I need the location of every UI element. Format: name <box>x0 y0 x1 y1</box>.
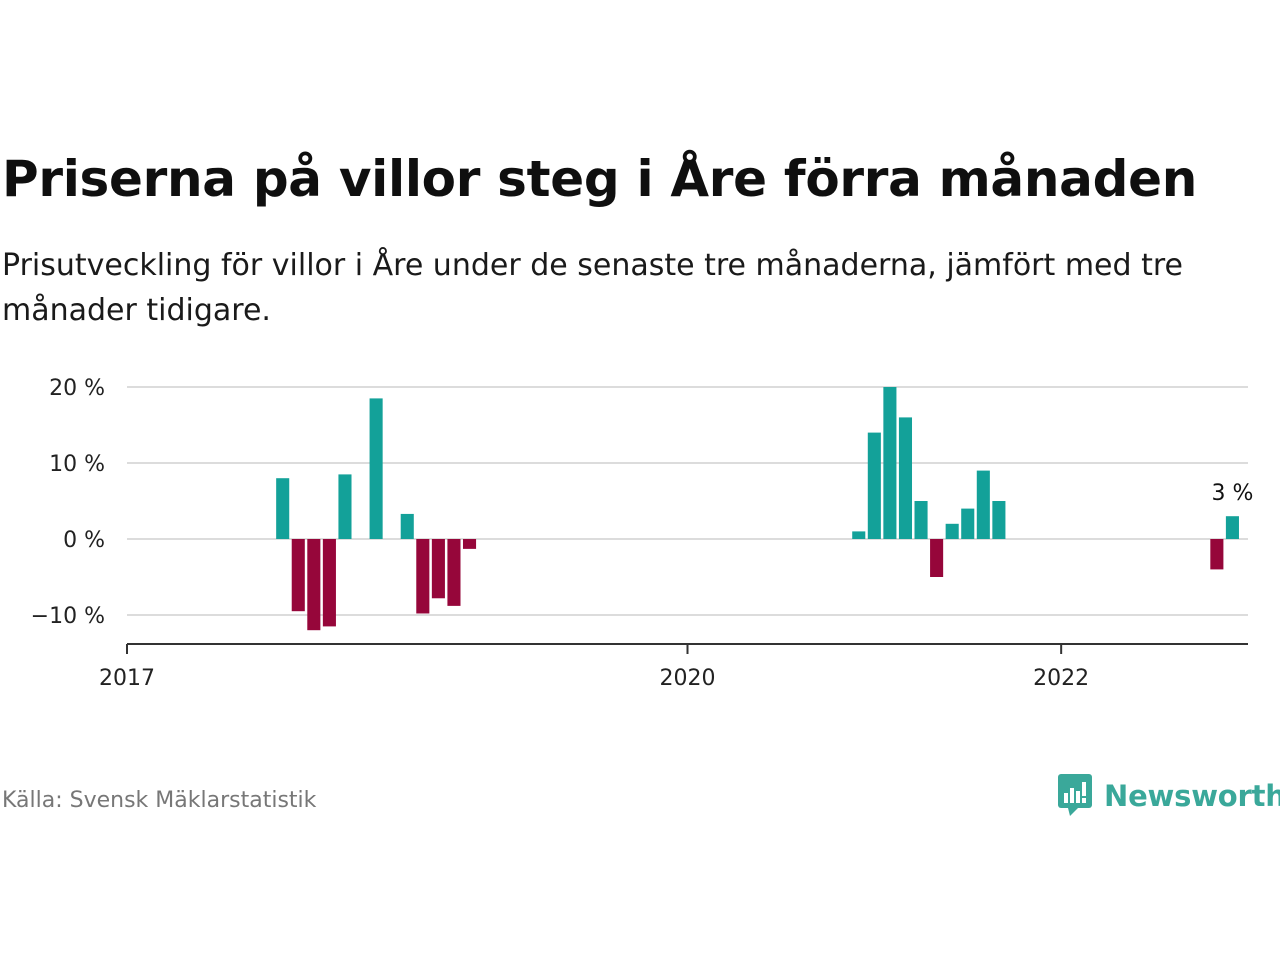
bar-positive <box>945 523 959 539</box>
bar-positive <box>914 501 928 539</box>
bar-negative <box>462 539 477 549</box>
bar-negative <box>322 539 336 627</box>
bar-negative <box>447 539 461 606</box>
x-tick-label: 2022 <box>1033 666 1089 691</box>
y-tick-label: 10 % <box>49 452 105 477</box>
brand-name: Newsworthy <box>1104 779 1280 813</box>
x-axis: 2017 2020 2022 <box>99 643 1248 691</box>
bar-negative <box>291 539 305 612</box>
bar-positive <box>369 398 383 539</box>
bar-negative <box>431 539 445 599</box>
y-tick-label: 0 % <box>63 528 105 553</box>
bar-negative <box>930 539 944 577</box>
bar-negative <box>307 539 321 631</box>
chart-subtitle: Prisutveckling för villor i Åre under de… <box>2 248 1183 328</box>
bar-positive <box>852 531 866 539</box>
y-axis: 20 % 10 % 0 % −10 % <box>31 376 105 629</box>
bar-positive <box>883 387 897 539</box>
source-note: Källa: Svensk Mäklarstatistik <box>2 788 317 813</box>
bar-positive <box>338 474 352 539</box>
x-tick-label: 2020 <box>660 666 716 691</box>
bar-positive <box>1225 516 1239 539</box>
y-tick-label: 20 % <box>49 376 105 401</box>
annotations: 3 % <box>1211 481 1253 506</box>
y-tick-label: −10 % <box>31 604 105 629</box>
bars <box>276 387 1239 631</box>
brand-logo[interactable]: Newsworthy <box>1058 774 1280 818</box>
bar-positive <box>976 470 990 539</box>
bar-positive <box>898 417 913 539</box>
x-tick-label: 2017 <box>99 666 155 691</box>
bar-positive <box>400 513 414 539</box>
bar-negative <box>416 539 430 614</box>
newsworthy-logo-icon <box>1058 774 1092 816</box>
annotation-label: 3 % <box>1211 481 1253 506</box>
bar-positive <box>961 508 975 539</box>
chart-title: Priserna på villor steg i Åre förra måna… <box>2 150 1198 208</box>
bar-positive <box>867 432 881 539</box>
bar-positive <box>992 501 1006 539</box>
bar-positive <box>276 478 290 539</box>
bar-negative <box>1210 539 1224 570</box>
